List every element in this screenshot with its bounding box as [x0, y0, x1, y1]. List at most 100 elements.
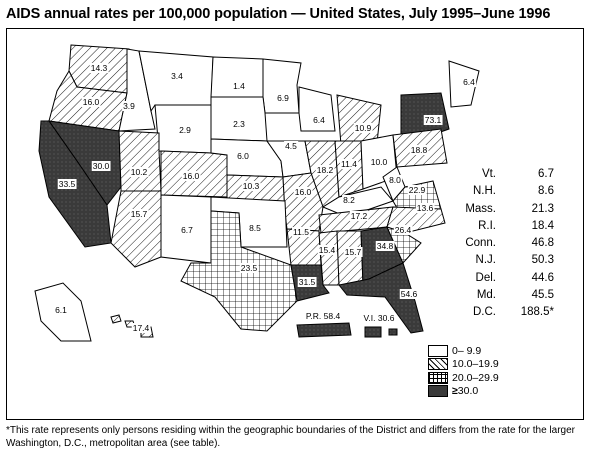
state-label-bg	[89, 63, 109, 73]
state-label-or: 16.0	[83, 97, 100, 107]
state-az	[110, 190, 162, 268]
state-abbrev: N.H.	[473, 185, 496, 198]
state-label-wi: 6.4	[313, 115, 325, 125]
map-frame: 14.3 16.0 3.9 3.4 1.4 6.9 2.3 2.9 6.4 10.9 73.1 6.4…	[6, 28, 584, 420]
state-label-bg	[462, 77, 477, 87]
state-abbrev: N.J.	[475, 254, 496, 267]
state-label-bg	[57, 179, 77, 189]
state-label-al: 15.7	[345, 247, 362, 257]
table-row: R.I. 18.4	[436, 218, 560, 235]
footnote: *This rate represents only persons resid…	[6, 425, 575, 449]
state-rate: 21.3	[531, 202, 554, 215]
state-label-bg	[131, 323, 151, 333]
legend-swatch	[428, 385, 448, 398]
state-label-bg	[91, 161, 111, 171]
table-row: Md. 45.5	[436, 287, 560, 304]
table-row: Del. 44.6	[436, 270, 560, 287]
state-label-wv: 8.0	[389, 175, 401, 185]
state-label-bg	[241, 181, 261, 191]
state-label-mi: 10.9	[355, 123, 372, 133]
state-label-pa: 18.8	[411, 145, 428, 155]
state-label-ca: 33.5	[59, 179, 76, 189]
state-label-ia: 4.5	[285, 141, 297, 151]
legend-swatch	[428, 344, 448, 357]
state-label-oh: 10.0	[371, 157, 388, 167]
state-label-il: 18.2	[317, 165, 334, 175]
state-label-bg	[423, 115, 443, 125]
state-label-bg	[276, 93, 291, 103]
state-label-ak: 6.1	[55, 305, 67, 315]
state-label-bg	[232, 119, 247, 129]
state-rate: 6.7	[538, 168, 554, 180]
legend-label: 10.0–19.9	[452, 358, 499, 370]
legend-swatch	[428, 358, 448, 371]
table-row: Vt. 6.7	[436, 166, 560, 183]
state-label-bg	[362, 313, 396, 323]
state-label-bg	[315, 165, 335, 175]
state-label-bg	[239, 263, 259, 273]
state-label-wy: 2.9	[179, 125, 191, 135]
state-label-bg	[81, 97, 101, 107]
legend-item: ≥30.0	[428, 385, 538, 399]
state-label-co: 16.0	[183, 171, 200, 181]
state-label-bg	[54, 305, 69, 315]
state-ut	[118, 130, 162, 192]
state-rate: 188.5*	[520, 306, 554, 319]
map-title: AIDS annual rates per 100,000 population…	[6, 6, 551, 22]
table-row: D.C. 188.5*	[436, 304, 560, 321]
state-mn	[262, 58, 302, 114]
state-label-bg	[293, 187, 313, 197]
state-label-mo: 16.0	[295, 187, 312, 197]
state-label-ut: 10.2	[131, 167, 148, 177]
state-vi	[364, 326, 398, 338]
state-label-va: 22.9	[409, 185, 426, 195]
state-abbrev: R.I.	[478, 219, 496, 232]
state-label-wa: 14.3	[91, 63, 108, 73]
state-label-bg	[297, 277, 317, 287]
legend-item: 20.0–29.9	[428, 371, 538, 385]
state-abbrev: Mass.	[465, 202, 496, 215]
state-label-bg	[399, 289, 419, 299]
state-label-bg	[178, 125, 193, 135]
state-label-bg	[388, 175, 403, 185]
state-label-ne: 6.0	[237, 151, 249, 161]
legend-range: 20.0–29.9	[452, 371, 499, 384]
state-rate: 45.5	[531, 289, 554, 302]
state-label-bg	[312, 115, 327, 125]
small-states-table: Vt. 6.7 N.H. 8.6 Mass. 21.3 R.I. 18.4 Conn. 46.8 N…	[436, 166, 560, 322]
table-row: Mass. 21.3	[436, 201, 560, 218]
state-label-tx: 23.5	[241, 263, 258, 273]
state-label-bg	[340, 159, 359, 169]
state-label-bg	[292, 227, 311, 237]
state-label-bg	[343, 247, 363, 257]
state-label-bg	[317, 245, 337, 255]
state-label-bg	[349, 211, 369, 221]
state-abbrev: D.C.	[473, 306, 496, 319]
legend-prefix: ≥	[452, 385, 458, 398]
state-abbrev: Conn.	[465, 237, 496, 250]
legend-item: 0– 9.9	[428, 344, 538, 358]
state-label-bg	[369, 157, 389, 167]
state-label-bg	[232, 81, 247, 91]
state-label-bg	[129, 209, 149, 219]
state-label-bg	[393, 225, 413, 235]
state-abbrev: Vt.	[481, 168, 496, 180]
state-label-pr: P.R. 58.4	[306, 311, 341, 321]
state-label-fl: 54.6	[401, 289, 418, 299]
state-label-id: 3.9	[123, 101, 135, 111]
legend-label: ≥30.0	[452, 385, 478, 397]
state-label-mn: 6.9	[277, 93, 289, 103]
state-label-ky: 8.2	[343, 195, 355, 205]
table-row: N.H. 8.6	[436, 183, 560, 200]
state-rate: 44.6	[531, 271, 554, 284]
state-label-nd: 1.4	[233, 81, 245, 91]
table-row: N.J. 50.3	[436, 252, 560, 269]
state-label-hi: 17.4	[133, 323, 150, 333]
state-label-sc: 26.4	[395, 225, 412, 235]
state-fl	[338, 262, 424, 334]
state-label-tn: 17.2	[351, 211, 368, 221]
legend-range: 10.0–19.9	[452, 358, 499, 371]
state-label-bg	[342, 195, 357, 205]
state-label-bg	[375, 241, 395, 251]
state-rate: 18.4	[531, 219, 554, 232]
